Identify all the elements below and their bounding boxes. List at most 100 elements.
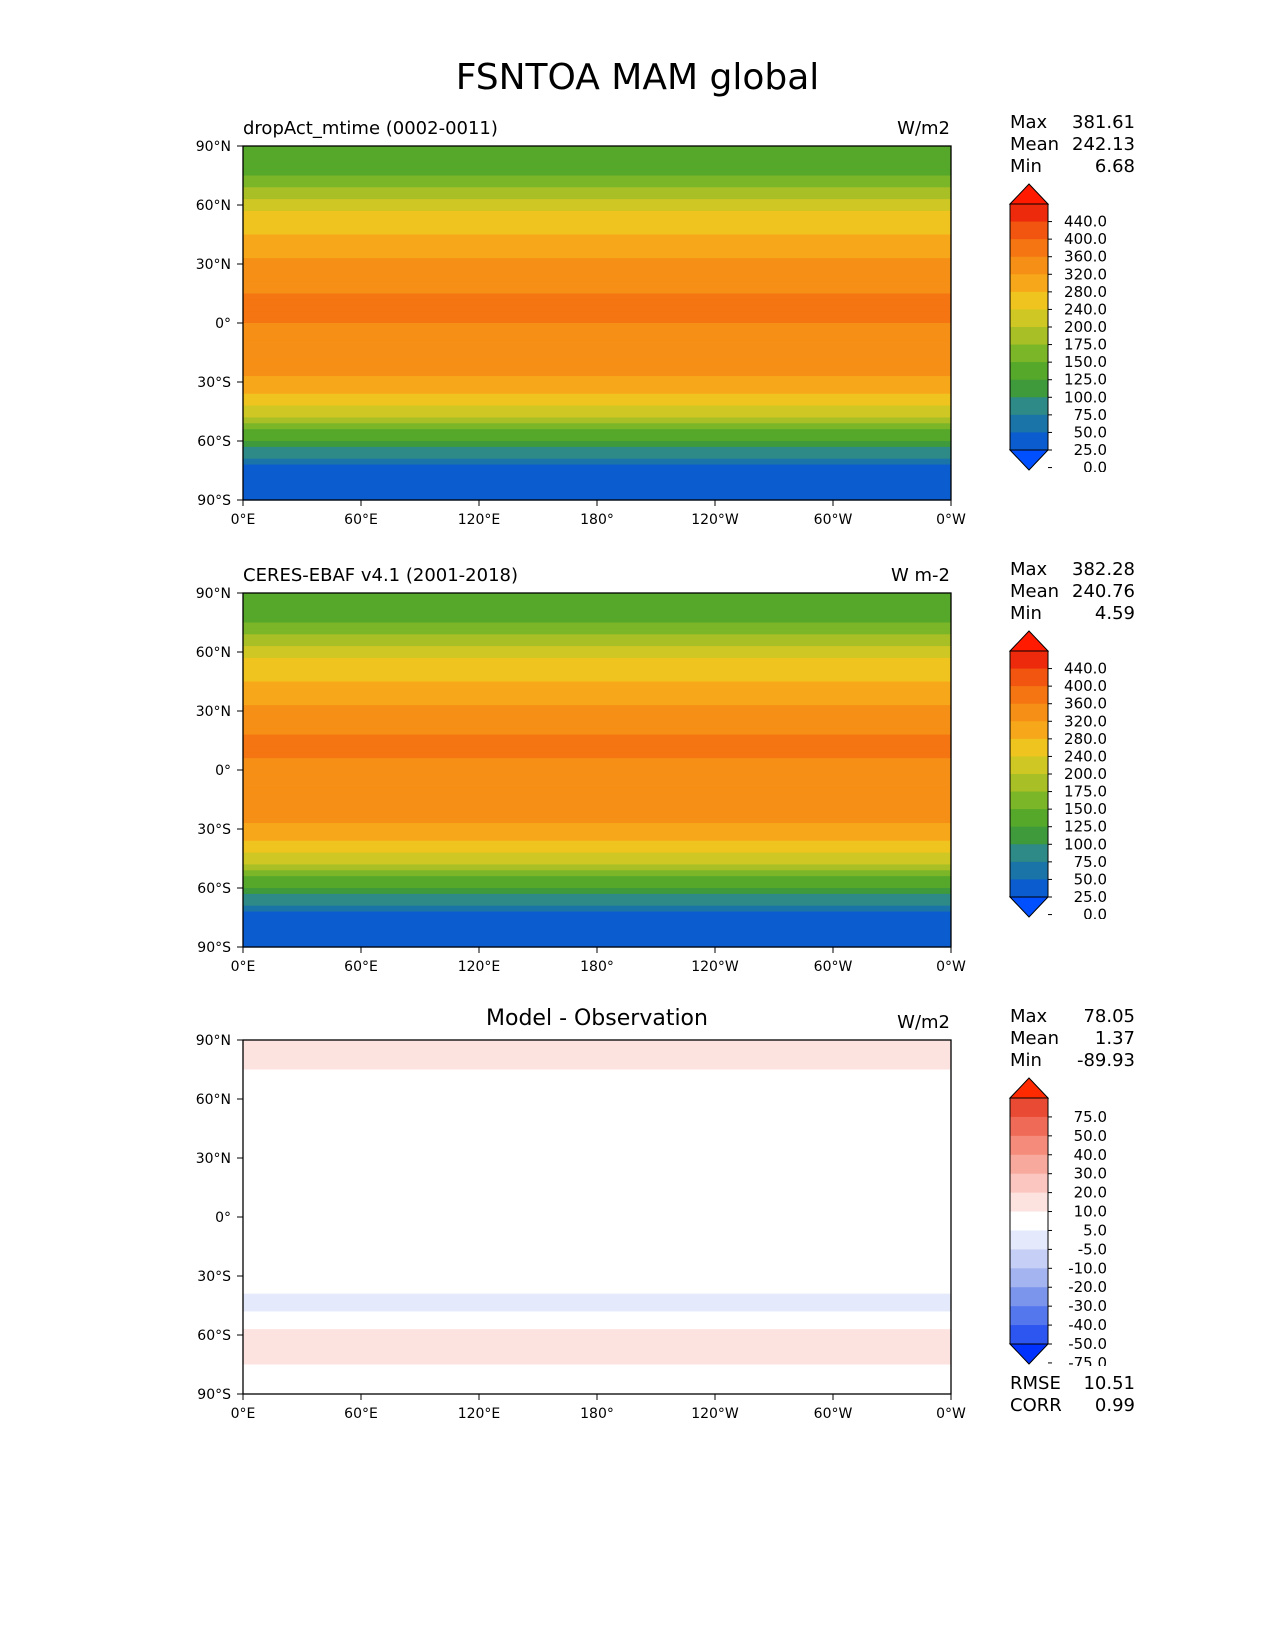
field-band [243,163,951,171]
colorbar-segment [1010,1249,1048,1269]
stat-label: Min [1010,1050,1042,1071]
lat-tick-label: 90°N [196,1033,231,1049]
field-band [243,1063,951,1071]
colorbar-label: 240.0 [1064,300,1107,318]
field-band [243,652,951,659]
field-band [243,752,951,759]
field-band [243,1281,951,1289]
field-band [243,482,951,489]
field-band [243,216,951,224]
stat-value: 382.28 [1072,559,1135,580]
field-band [243,423,951,430]
field-band [243,187,951,194]
field-band [243,604,951,612]
field-band [243,705,951,712]
colorbar-segment [1010,756,1048,775]
colorbar-label: 10.0 [1074,1203,1107,1221]
stat-label: Max [1010,1006,1048,1027]
lat-tick-label: 90°S [197,1387,231,1403]
colorbar-segment [1010,703,1048,722]
field-band [243,1175,951,1183]
field-band [243,311,951,318]
lat-tick-label: 30°S [197,1269,231,1285]
field-band [243,882,951,889]
lon-tick-label: 0°W [936,1406,966,1422]
field-band [243,146,951,153]
field-band [243,781,951,789]
field-band [243,876,951,883]
field-band [243,435,951,442]
field-band [243,452,951,460]
field-band [243,905,951,913]
field-band [243,1323,951,1330]
field-band [243,1287,951,1295]
colorbar-label: 150.0 [1064,800,1107,818]
colorbar-segment [1010,1098,1048,1118]
field-band [243,1163,951,1171]
colorbar-segment [1010,274,1048,293]
field-band [243,429,951,436]
field-band [243,1146,951,1153]
field-band [243,1335,951,1342]
field-band [243,1382,951,1389]
colorbar-frame [1009,1097,1049,1345]
colorbar-label: 75.0 [1074,853,1107,871]
colorbar-label: 75.0 [1074,406,1107,424]
lat-tick-label: 90°N [196,586,231,602]
colorbar-segment [1010,397,1048,416]
field-band [243,1234,951,1242]
field-band [243,1264,951,1271]
field-band [243,1187,951,1194]
field-band [243,1181,951,1189]
colorbar-segment [1010,721,1048,740]
field-band [243,1152,951,1159]
colorbar-segment [1010,1325,1048,1345]
stat-label: Min [1010,156,1042,177]
colorbar-segment [1010,1287,1048,1307]
field-band [243,446,951,454]
field-band [243,210,951,218]
field-band [243,893,951,901]
colorbar-extend-min [1008,1343,1050,1365]
colorbar-segment [1010,844,1048,863]
field-band [243,852,951,860]
colorbar-label: 360.0 [1064,248,1107,266]
colorbar-label: 50.0 [1074,423,1107,441]
field-band [243,787,951,795]
lat-tick-label: 90°S [197,940,231,956]
colorbar-obs: 440.0400.0360.0320.0280.0240.0200.0175.0… [1008,630,1107,919]
stat-label: Min [1010,603,1042,624]
lon-tick-label: 120°E [458,512,501,528]
field-band [243,370,951,377]
panel-title-obs: CERES-EBAF v4.1 (2001-2018) [243,565,519,586]
stat-value: 0.99 [1094,1395,1135,1416]
colorbar-label: 20.0 [1074,1184,1107,1202]
lat-tick-label: 60°S [197,434,231,450]
field-band [243,157,951,165]
field-band [243,634,951,641]
colorbar-segment [1010,774,1048,793]
field-band [243,387,951,395]
field-band [243,205,951,212]
field-band [243,640,951,647]
field-band [243,1211,951,1218]
field-band [243,458,951,466]
field-band [243,687,951,694]
colorbar-extend-min [1008,896,1050,918]
field-band [243,1199,951,1206]
field-band [243,246,951,253]
lon-tick-label: 120°W [691,512,739,528]
field-band [243,287,951,295]
colorbar-label: 75.0 [1074,1108,1107,1126]
lat-tick-label: 60°N [196,1092,231,1108]
colorbar-segment [1010,1192,1048,1213]
field-band [243,376,951,383]
colorbar-label: 240.0 [1064,747,1107,765]
field-band [243,929,951,936]
field-band [243,1228,951,1236]
colorbar-label: -5.0 [1078,1240,1107,1258]
lon-tick-label: 0°W [936,959,966,975]
field-band [243,758,951,765]
lon-tick-label: 120°E [458,1406,501,1422]
colorbar-label: -10.0 [1068,1259,1107,1277]
